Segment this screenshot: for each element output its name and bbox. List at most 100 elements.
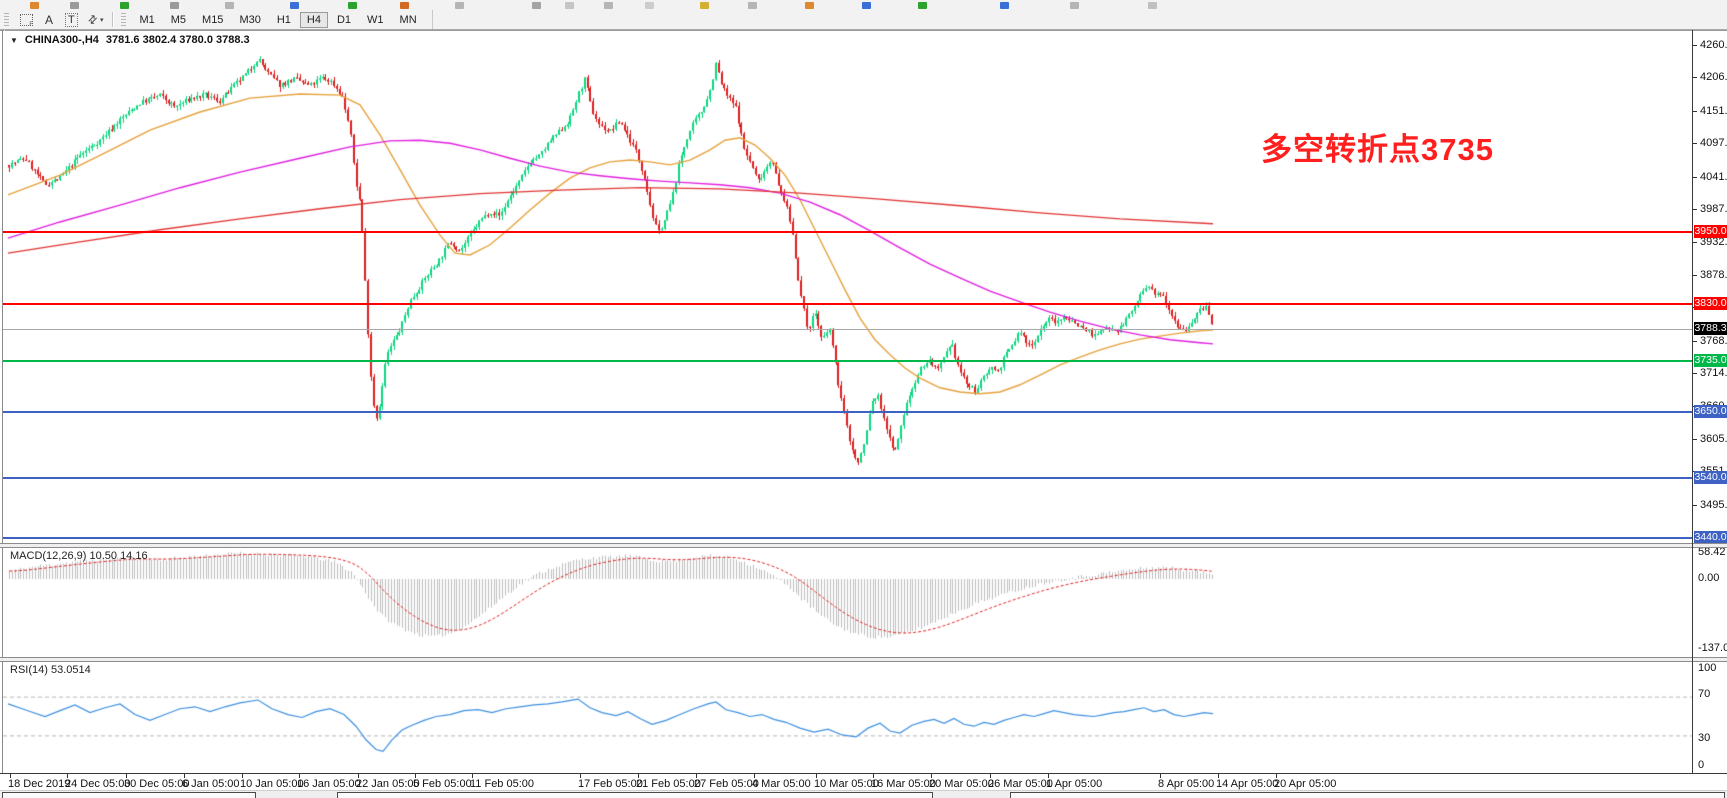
hline-support-3650[interactable]	[3, 411, 1692, 413]
panel-splitter-macd[interactable]	[0, 543, 1727, 548]
rsi-axis-label: 30	[1698, 732, 1711, 744]
chart-annotation-text[interactable]: 多空转折点3735	[1261, 132, 1494, 167]
hline-resistance-3830[interactable]	[3, 303, 1692, 305]
time-tick	[299, 774, 300, 778]
price-tick	[1692, 341, 1697, 342]
price-tick-label: 4041.5	[1700, 171, 1727, 183]
main-chart-canvas[interactable]	[3, 31, 1692, 543]
time-tick	[638, 774, 639, 778]
price-tick	[1692, 242, 1697, 243]
hline-current-price-3788[interactable]	[3, 329, 1692, 330]
price-tick-label: 3987.5	[1700, 203, 1727, 215]
rsi-axis-label: 70	[1698, 688, 1711, 700]
clipped-icon	[532, 2, 541, 9]
time-tick-label: 14 Apr 05:00	[1216, 778, 1279, 790]
time-tick-label: 16 Jan 05:00	[297, 778, 361, 790]
price-tick-label: 4206.5	[1700, 71, 1727, 83]
clipped-bottom-tab[interactable]	[337, 792, 933, 798]
clipped-icon	[30, 2, 39, 9]
timeframe-button-m5[interactable]: M5	[164, 12, 193, 28]
time-tick-label: 5 Feb 05:00	[413, 778, 472, 790]
time-tick-label: 1 Apr 05:00	[1046, 778, 1103, 790]
hline-support-3440[interactable]	[3, 537, 1692, 539]
clipped-icon	[565, 2, 574, 9]
timeframe-button-mn[interactable]: MN	[393, 12, 424, 28]
clipped-icon	[805, 2, 814, 9]
price-axis-border	[1692, 30, 1693, 790]
clipped-icon	[700, 2, 709, 9]
timeframe-button-m1[interactable]: M1	[132, 12, 161, 28]
clipped-icon	[645, 2, 654, 9]
clipped-icon	[862, 2, 871, 9]
clipped-bottom-tab[interactable]	[1010, 792, 1725, 798]
time-tick	[816, 774, 817, 778]
dropdown-caret-icon: ▾	[99, 16, 104, 24]
price-label-resistance-3830: 3830.0	[1694, 297, 1727, 310]
clipped-bottom-row	[0, 790, 1727, 798]
hline-support-3540[interactable]	[3, 477, 1692, 479]
timeframe-button-m30[interactable]: M30	[232, 12, 267, 28]
symbol-timeframe-label: CHINA300-,H4	[24, 34, 99, 46]
price-label-support-3540: 3540.0	[1694, 471, 1727, 484]
price-tick	[1692, 77, 1697, 78]
clipped-icon	[290, 2, 299, 9]
timeframe-group-drag-handle[interactable]	[121, 13, 127, 26]
timeframe-button-h4[interactable]: H4	[299, 11, 328, 28]
time-tick-label: 27 Feb 05:00	[694, 778, 759, 790]
rsi-axis-label: 0	[1698, 759, 1705, 771]
timeframe-button-w1[interactable]: W1	[360, 12, 391, 28]
rsi-axis-label: 100	[1698, 662, 1717, 674]
time-tick	[580, 774, 581, 778]
time-tick	[10, 774, 11, 778]
time-tick-label: 11 Feb 05:00	[470, 778, 535, 790]
time-tick-label: 22 Jan 05:00	[356, 778, 420, 790]
macd-values: 10.50 14.16	[89, 550, 148, 562]
clipped-icon	[748, 2, 757, 9]
rsi-indicator-canvas[interactable]	[3, 662, 1692, 773]
hline-pivot-3735[interactable]	[3, 360, 1692, 362]
time-tick	[754, 774, 755, 778]
grid-f-icon	[20, 13, 33, 28]
clipped-icon	[70, 2, 79, 9]
ohlc-values: 3781.6 3802.4 3780.0 3788.3	[105, 34, 250, 46]
price-label-pivot-3735: 3735.0	[1694, 354, 1727, 367]
price-label-current-price-3788: 3788.3	[1694, 322, 1727, 335]
macd-caption: MACD(12,26,9) 10.50 14.16	[10, 550, 148, 562]
time-tick	[415, 774, 416, 778]
crosshair-grid-tool-button[interactable]	[15, 11, 38, 28]
time-tick-label: 26 Mar 05:00	[988, 778, 1053, 790]
clipped-icon	[1148, 2, 1157, 9]
text-box-tool-button[interactable]: T	[60, 11, 83, 28]
price-tick	[1692, 505, 1697, 506]
chart-menu-caret-icon[interactable]: ▼	[10, 35, 18, 45]
toolbar-drag-handle[interactable]	[4, 13, 9, 26]
price-label-support-3650: 3650.0	[1694, 405, 1727, 418]
chart-title: ▼ CHINA300-,H4 3781.6 3802.4 3780.0 3788…	[10, 34, 250, 46]
price-tick	[1692, 45, 1697, 46]
arrow-objects-tool-button[interactable]: ⇄ ▾	[83, 11, 109, 28]
timeframe-button-m15[interactable]: M15	[195, 12, 230, 28]
time-tick-label: 20 Apr 05:00	[1274, 778, 1337, 790]
panel-splitter-rsi[interactable]	[0, 657, 1727, 662]
timeframe-button-h1[interactable]: H1	[270, 12, 298, 28]
price-tick-label: 4151.0	[1700, 105, 1727, 117]
hline-resistance-3950[interactable]	[3, 231, 1692, 233]
rsi-caption: RSI(14) 53.0514	[10, 664, 91, 676]
price-label-resistance-3950: 3950.0	[1694, 225, 1727, 238]
price-tick	[1692, 373, 1697, 374]
text-label-tool-button[interactable]: A	[38, 11, 60, 28]
time-tick-label: 4 Mar 05:00	[752, 778, 811, 790]
price-tick-label: 3932.0	[1700, 236, 1727, 248]
time-axis[interactable]: 18 Dec 2019 24 Dec 05:00 30 Dec 05:00 6 Jan…	[0, 773, 1727, 790]
timeframe-button-d1[interactable]: D1	[330, 12, 358, 28]
time-tick	[696, 774, 697, 778]
time-tick-label: 8 Apr 05:00	[1158, 778, 1215, 790]
clipped-bottom-tab[interactable]	[2, 792, 256, 798]
chart-frame-top	[0, 30, 1727, 31]
price-tick-label: 4260.5	[1700, 39, 1727, 51]
price-tick-label: 4097.0	[1700, 137, 1727, 149]
macd-indicator-canvas[interactable]	[3, 548, 1692, 657]
clipped-icon	[348, 2, 357, 9]
rsi-value: 53.0514	[50, 664, 91, 676]
